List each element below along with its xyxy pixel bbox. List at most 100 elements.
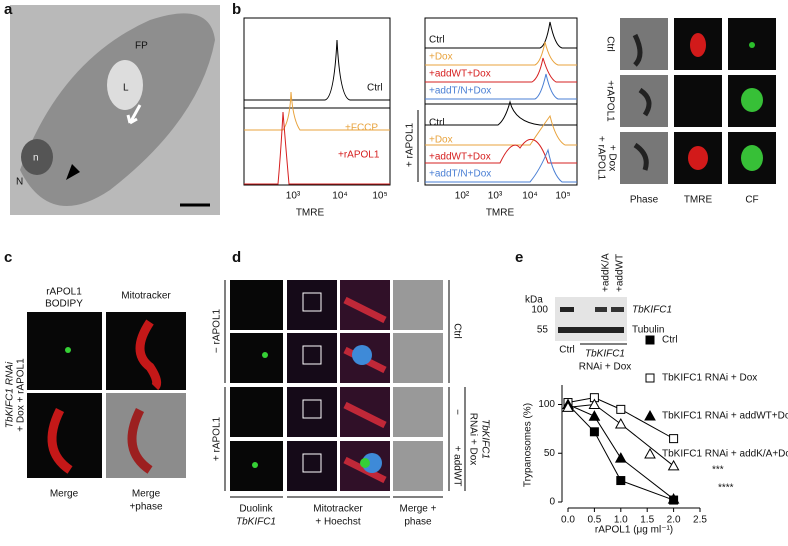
- side-label: TbKIFC1 RNAi: [5, 361, 16, 428]
- lane-label: +addK/A: [601, 253, 612, 292]
- marker: [614, 452, 627, 463]
- y-tick-label: 50: [544, 448, 556, 459]
- row-label: + addWT: [451, 446, 462, 487]
- histogram: [244, 91, 390, 131]
- legend-label: Ctrl: [367, 83, 383, 94]
- series-line: [567, 397, 674, 440]
- annotation: n: [33, 153, 39, 164]
- marker-label: 100: [531, 305, 548, 316]
- image-grid: [27, 312, 186, 478]
- histogram: [425, 138, 577, 164]
- x-tick-label: 0.5: [587, 515, 601, 526]
- x-tick-label: 10⁵: [555, 191, 570, 202]
- legend-label: +rAPOL1: [338, 150, 380, 161]
- row-label: − rAPOL1: [212, 308, 223, 353]
- marker: [667, 493, 680, 504]
- column-label: Mitotracker: [121, 291, 171, 302]
- x-tick-label: 10³: [488, 191, 503, 202]
- group-label: TbKIFC1: [479, 419, 490, 459]
- row-label: + rAPOL1: [212, 416, 223, 461]
- lane-label: +addWT: [615, 254, 626, 292]
- row-label: + Dox: [606, 145, 617, 171]
- legend-label: Ctrl: [429, 35, 445, 46]
- marker: [667, 459, 680, 471]
- plot-frame: [243, 17, 391, 186]
- histogram: [425, 21, 577, 49]
- arrowhead: [66, 164, 80, 180]
- row-label: +rAPOL1: [604, 80, 615, 122]
- legend-label: +addWT+Dox: [429, 152, 491, 163]
- panel-label: a: [4, 1, 13, 18]
- x-tick-label: 10³: [286, 191, 301, 202]
- legend-label: +addT/N+Dox: [429, 86, 491, 97]
- group-label: TbKIFC1: [585, 349, 625, 360]
- band: [611, 307, 624, 312]
- x-axis-label: TMRE: [486, 208, 515, 219]
- histogram: [425, 41, 577, 66]
- unit-label: kDa: [525, 295, 543, 306]
- legend-label: +Dox: [429, 135, 453, 146]
- column-label: Phase: [630, 195, 659, 206]
- series-line: [567, 403, 674, 467]
- nucleus: [21, 139, 53, 175]
- band-label: TbKIFC1: [632, 305, 672, 316]
- column-label: TbKIFC1: [236, 517, 276, 528]
- significance: ***: [712, 465, 724, 476]
- column-label: +phase: [129, 502, 163, 513]
- column-label: Merge: [132, 489, 161, 500]
- marker: [562, 401, 574, 412]
- y-tick-label: 0: [549, 497, 555, 508]
- band-label: Tubulin: [632, 325, 664, 336]
- group-label: RNAi + Dox: [579, 362, 632, 373]
- series-line: [567, 404, 674, 500]
- column-label: BODIPY: [45, 299, 83, 310]
- column-label: phase: [404, 517, 432, 528]
- band: [560, 307, 574, 312]
- x-tick-label: 10⁴: [332, 191, 347, 202]
- x-tick-label: 0.0: [561, 515, 575, 526]
- marker: [669, 434, 679, 444]
- y-tick-label: 100: [538, 399, 555, 410]
- marker: [645, 373, 655, 383]
- column-label: Merge: [50, 489, 79, 500]
- legend-label: TbKIFC1 RNAi + addWT+Dox: [662, 411, 788, 422]
- column-label: + Hoechst: [315, 517, 361, 528]
- lysosome: [107, 60, 143, 110]
- x-tick-label: 10⁵: [372, 191, 387, 202]
- column-label: Duolink: [239, 504, 273, 515]
- histogram: [425, 73, 577, 100]
- band: [558, 327, 624, 333]
- row-label: Ctrl: [451, 323, 462, 339]
- marker: [616, 404, 626, 414]
- series-line: [567, 404, 674, 501]
- marker: [614, 417, 627, 429]
- image-grid: [230, 280, 443, 491]
- panel-label: c: [4, 249, 12, 266]
- marker: [589, 427, 599, 437]
- legend-label: +addWT+Dox: [429, 69, 491, 80]
- annotation: N: [16, 177, 23, 188]
- band: [595, 307, 607, 312]
- histogram: [244, 111, 390, 185]
- legend-label: +Dox: [429, 52, 453, 63]
- histogram: [425, 57, 577, 83]
- marker: [588, 410, 601, 421]
- x-tick-label: 10⁴: [522, 191, 537, 202]
- legend-label: Ctrl: [429, 118, 445, 129]
- marker-label: 55: [537, 325, 549, 336]
- legend-label: Ctrl: [662, 335, 678, 346]
- marker: [588, 398, 601, 409]
- marker: [616, 476, 626, 486]
- x-tick-label: 1.5: [640, 515, 654, 526]
- column-label: Mitotracker: [313, 504, 363, 515]
- column-label: rAPOL1: [46, 287, 82, 298]
- marker: [644, 409, 656, 421]
- side-label: + Dox + rAPOL1: [16, 358, 27, 432]
- legend-label: TbKIFC1 RNAi + Dox: [662, 373, 757, 384]
- y-axis-label: Trypanosomes (%): [523, 403, 534, 487]
- column-label: TMRE: [684, 195, 713, 206]
- row-label: + rAPOL1: [595, 136, 606, 181]
- column-label: CF: [745, 195, 758, 206]
- x-tick-label: 1.0: [614, 515, 628, 526]
